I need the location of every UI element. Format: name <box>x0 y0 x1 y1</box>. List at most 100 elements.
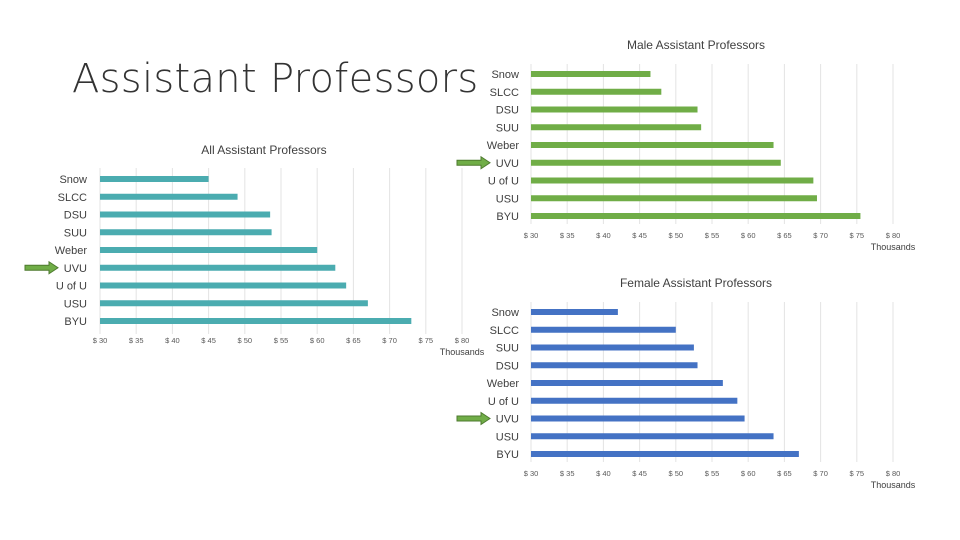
bar <box>531 397 738 404</box>
bar <box>531 380 723 386</box>
bar <box>531 88 662 95</box>
bar <box>100 247 318 253</box>
bar <box>531 106 698 113</box>
chart-title: All Assistant Professors <box>201 143 326 157</box>
category-label: UVU <box>496 158 519 170</box>
x-tick-label: $ 60 <box>741 469 756 478</box>
x-tick-label: $ 50 <box>668 469 683 478</box>
x-tick-label: $ 35 <box>560 231 575 240</box>
category-label: U of U <box>488 176 519 188</box>
bar <box>531 71 651 77</box>
x-tick-label: $ 60 <box>310 336 325 345</box>
x-tick-label: $ 45 <box>632 231 647 240</box>
category-label: DSU <box>64 210 87 222</box>
bar <box>100 176 209 182</box>
x-tick-label: $ 55 <box>705 231 720 240</box>
x-tick-label: $ 75 <box>849 231 864 240</box>
category-label: SUU <box>496 343 519 355</box>
category-label: Snow <box>491 69 519 81</box>
x-tick-label: $ 50 <box>668 231 683 240</box>
bar <box>100 211 271 218</box>
x-tick-label: $ 35 <box>129 336 144 345</box>
right-arrow-icon <box>456 155 491 170</box>
x-tick-label: $ 30 <box>524 231 539 240</box>
bar <box>100 264 336 271</box>
x-tick-label: $ 35 <box>560 469 575 478</box>
x-tick-label: $ 70 <box>382 336 397 345</box>
bar <box>531 326 676 333</box>
x-tick-label: $ 50 <box>237 336 252 345</box>
bar <box>531 124 702 131</box>
x-unit-label: Thousands <box>440 347 485 357</box>
x-tick-label: $ 65 <box>777 231 792 240</box>
x-tick-label: $ 70 <box>813 469 828 478</box>
chart-title: Male Assistant Professors <box>627 38 765 52</box>
category-label: SUU <box>64 227 87 239</box>
bar <box>531 213 861 219</box>
x-tick-label: $ 40 <box>596 231 611 240</box>
category-label: Snow <box>491 307 519 319</box>
x-tick-label: $ 55 <box>705 469 720 478</box>
x-tick-label: $ 45 <box>201 336 216 345</box>
category-label: SUU <box>496 122 519 134</box>
category-label: USU <box>64 298 87 310</box>
category-label: UVU <box>64 263 87 275</box>
x-tick-label: $ 75 <box>849 469 864 478</box>
category-label: BYU <box>64 316 87 328</box>
category-label: USU <box>496 193 519 205</box>
bar <box>100 318 412 324</box>
x-tick-label: $ 30 <box>524 469 539 478</box>
category-label: Weber <box>55 245 88 257</box>
category-label: Snow <box>59 174 87 186</box>
x-tick-label: $ 80 <box>886 469 901 478</box>
x-tick-label: $ 30 <box>93 336 108 345</box>
x-tick-label: $ 65 <box>777 469 792 478</box>
bar <box>531 309 618 315</box>
x-tick-label: $ 45 <box>632 469 647 478</box>
right-arrow-icon <box>456 411 491 426</box>
category-label: U of U <box>488 396 519 408</box>
bar <box>531 177 814 184</box>
bar <box>531 451 799 457</box>
x-tick-label: $ 65 <box>346 336 361 345</box>
category-label: BYU <box>496 449 519 461</box>
chart-title: Female Assistant Professors <box>620 276 772 290</box>
category-label: U of U <box>56 281 87 293</box>
category-label: Weber <box>487 140 520 152</box>
bar <box>531 362 698 369</box>
x-unit-label: Thousands <box>871 480 916 490</box>
category-label: Weber <box>487 378 520 390</box>
bar <box>531 142 774 148</box>
bar <box>531 344 694 351</box>
category-label: USU <box>496 431 519 443</box>
x-tick-label: $ 55 <box>274 336 289 345</box>
category-label: SLCC <box>490 87 519 99</box>
bar <box>531 195 817 202</box>
x-tick-label: $ 70 <box>813 231 828 240</box>
x-tick-label: $ 40 <box>165 336 180 345</box>
category-label: SLCC <box>490 325 519 337</box>
bar <box>100 193 238 200</box>
bar <box>531 415 745 422</box>
right-arrow-icon <box>24 260 59 275</box>
x-tick-label: $ 80 <box>886 231 901 240</box>
category-label: DSU <box>496 105 519 117</box>
bar <box>100 282 347 289</box>
category-label: UVU <box>496 414 519 426</box>
bar <box>100 229 272 236</box>
slide-title: Assistant Professors <box>72 56 479 102</box>
bar <box>100 300 368 307</box>
category-label: BYU <box>496 211 519 223</box>
x-tick-label: $ 40 <box>596 469 611 478</box>
x-unit-label: Thousands <box>871 242 916 252</box>
x-tick-label: $ 60 <box>741 231 756 240</box>
category-label: DSU <box>496 360 519 372</box>
bar <box>531 433 774 440</box>
category-label: SLCC <box>58 192 87 204</box>
x-tick-label: $ 80 <box>455 336 470 345</box>
x-tick-label: $ 75 <box>418 336 433 345</box>
bar <box>531 159 781 166</box>
